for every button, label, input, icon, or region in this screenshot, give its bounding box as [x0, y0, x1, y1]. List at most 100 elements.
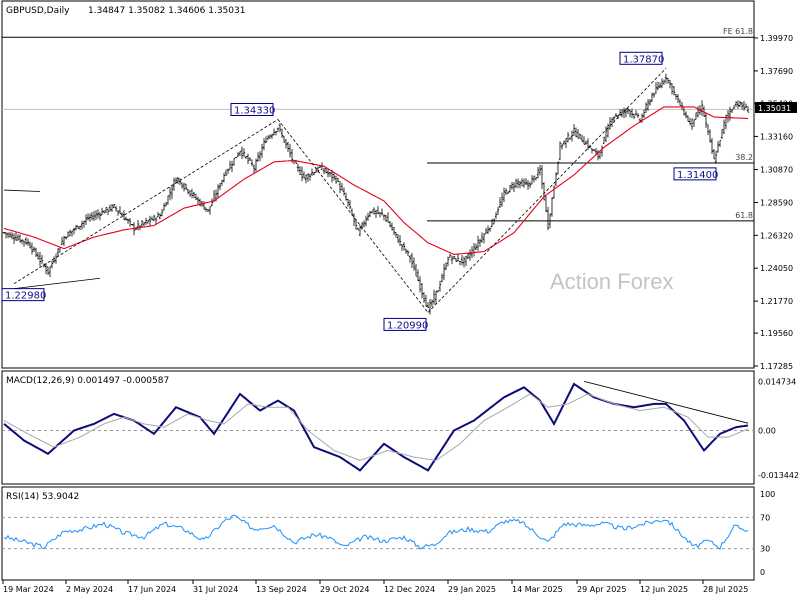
ohlc-bar — [318, 165, 322, 169]
ohlc-bar — [34, 247, 38, 258]
x-tick-label: 28 Jul 2025 — [703, 585, 748, 594]
x-tick-label: 13 Sep 2024 — [256, 585, 307, 594]
ohlc-bar — [556, 161, 560, 175]
ohlc-bar — [688, 117, 692, 126]
rsi-y-tick-label: 70 — [760, 513, 770, 522]
ohlc-bar — [674, 93, 678, 100]
ohlc-bar — [176, 176, 180, 184]
ohlc-bar — [30, 242, 34, 255]
rsi-plot — [2, 514, 754, 551]
ohlc-bar — [348, 200, 352, 210]
ohlc-bar — [152, 214, 156, 222]
trendline-4 — [3, 277, 101, 291]
ohlc-bar — [208, 206, 212, 215]
ohlc-bar — [434, 290, 438, 305]
ohlc-bar — [546, 206, 550, 231]
ohlc-bar — [730, 109, 734, 114]
x-tick-label: 12 Dec 2024 — [384, 585, 435, 594]
ohlc-bar — [228, 160, 232, 170]
ohlc-bar — [40, 254, 44, 264]
ohlc-bar — [128, 218, 132, 227]
ohlc-bar — [14, 232, 18, 242]
ohlc-bar — [650, 92, 654, 102]
ohlc-bar — [394, 232, 398, 238]
ohlc-bar — [548, 213, 552, 228]
rsi-line — [3, 514, 749, 551]
ohlc-bar — [10, 232, 14, 240]
ohlc-bar — [518, 180, 522, 189]
ohlc-bar — [236, 151, 240, 157]
y-tick-label: 1.21770 — [760, 297, 793, 306]
ohlc-bar — [178, 177, 182, 185]
ohlc-bar — [578, 133, 582, 140]
ohlc-bar — [250, 159, 254, 166]
ohlc-bar — [266, 135, 270, 140]
ohlc-bar — [632, 114, 636, 120]
ohlc-bar — [46, 266, 50, 275]
ohlc-bar — [190, 188, 194, 199]
pivot-box — [383, 317, 427, 331]
ohlc-bar — [420, 283, 424, 299]
ohlc-bar — [682, 107, 686, 116]
ohlc-bar — [164, 201, 168, 207]
ohlc-bar — [436, 290, 440, 293]
ohlc-bar — [240, 146, 244, 160]
ohlc-bar — [144, 217, 148, 226]
ohlc-bar — [264, 136, 268, 143]
ohlc-bar — [90, 212, 94, 221]
ohlc-bar — [418, 276, 422, 293]
pivot-box — [230, 102, 274, 116]
ohlc-bar — [376, 206, 380, 215]
ohlc-bar — [142, 222, 146, 227]
ohlc-bar — [304, 174, 308, 184]
ohlc-bar — [486, 225, 490, 235]
rsi-panel-frame — [1, 486, 755, 581]
ohlc-bar — [478, 238, 482, 247]
ohlc-bar — [728, 106, 732, 121]
ohlc-bar — [180, 182, 184, 189]
ohlc-bar — [184, 183, 188, 190]
rsi-title: RSI(14) 53.9042 — [6, 492, 79, 502]
ohlc-bar — [440, 273, 444, 283]
ohlc-bar — [648, 99, 652, 106]
ohlc-bar — [670, 83, 674, 95]
ohlc-bar — [602, 136, 606, 144]
ohlc-bar — [550, 197, 554, 217]
ohlc-bar — [506, 191, 510, 194]
ohlc-bar — [624, 108, 628, 118]
ohlc-bar — [6, 232, 10, 238]
ohlc-bar — [414, 263, 418, 277]
ohlc-bar — [160, 209, 164, 217]
ohlc-bar — [172, 177, 176, 191]
ohlc-bar — [718, 140, 722, 148]
ohlc-bar — [466, 253, 470, 260]
pivot-box — [619, 51, 663, 65]
ohlc-bar — [330, 169, 334, 183]
ohlc-bar — [644, 102, 648, 113]
pivot-text: 1.37870 — [623, 54, 664, 65]
x-tick-label: 29 Apr 2025 — [577, 585, 626, 594]
ohlc-bar — [722, 119, 726, 135]
ohlc-bar — [198, 198, 202, 207]
ohlc-bar — [570, 130, 574, 142]
ohlc-bar — [342, 187, 346, 196]
ohlc-bar — [24, 237, 28, 245]
ohlc-bar — [398, 235, 402, 246]
ohlc-bar — [462, 256, 466, 268]
ohlc-bar — [16, 234, 20, 241]
ohlc-bar — [68, 229, 72, 237]
x-tick-label: 31 Jul 2024 — [193, 585, 238, 594]
axes: 1.399701.376901.354201.331601.308701.285… — [2, 34, 799, 594]
ohlc-bar — [554, 172, 558, 187]
ohlc-bar — [72, 227, 76, 235]
rsi-y-tick-label: 100 — [760, 490, 775, 499]
macd-y-tick-label: -0.013442 — [758, 471, 799, 480]
ohlc-bar — [498, 197, 502, 208]
ohlc-bar — [50, 260, 54, 269]
ohlc-bar — [202, 201, 206, 210]
ohlc-bar — [106, 208, 110, 215]
ohlc-bar — [374, 209, 378, 219]
pivot-text: 1.31400 — [677, 170, 718, 181]
pivot-label-0: 1.22980 — [1, 288, 46, 302]
ohlc-bar — [192, 191, 196, 199]
